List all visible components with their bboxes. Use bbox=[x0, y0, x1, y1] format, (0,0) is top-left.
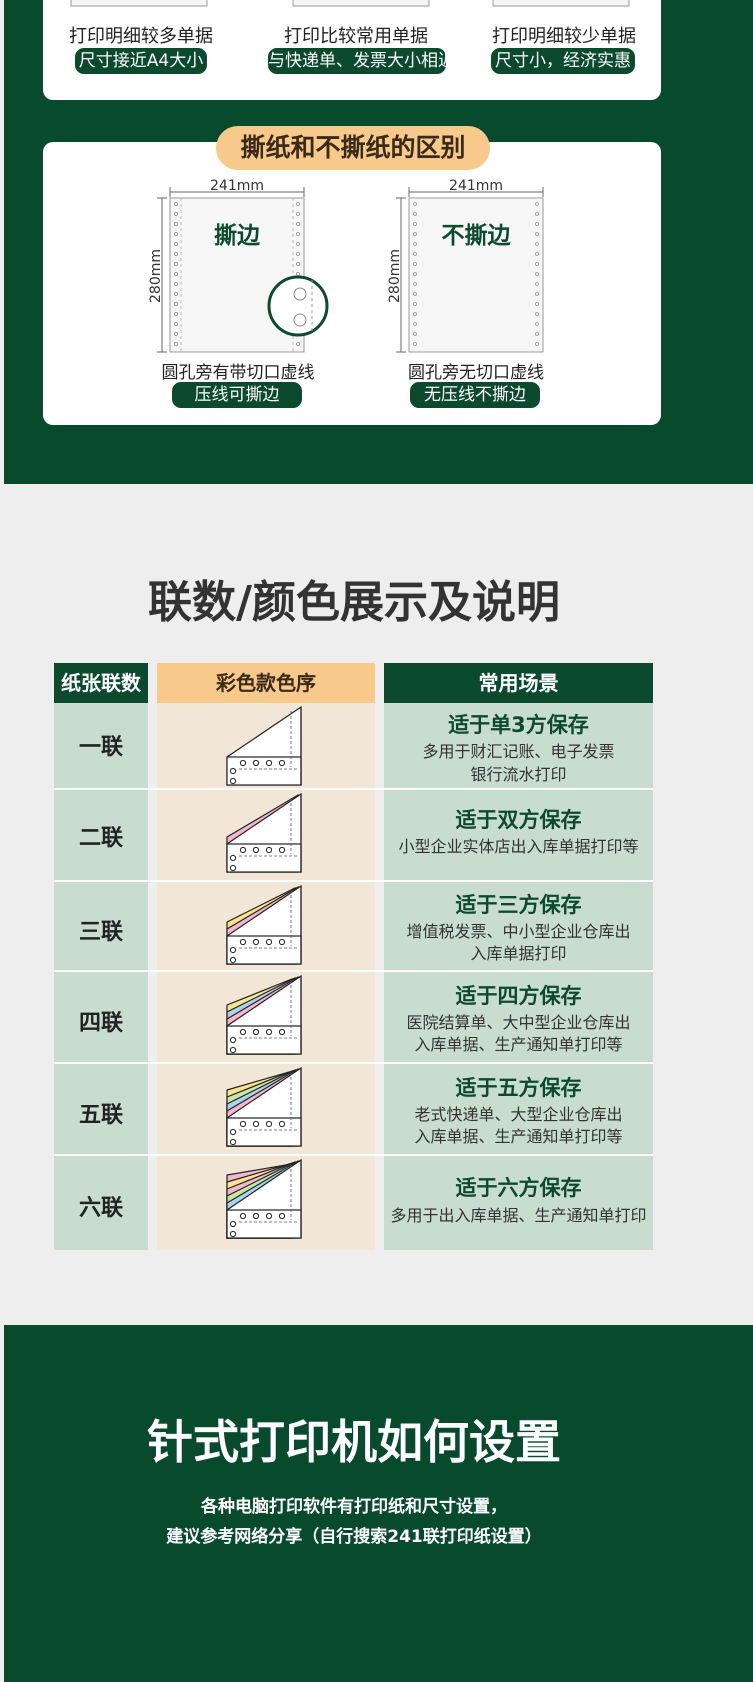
usage-desc-4a: 医院结算单、大中型企业仓库出 bbox=[406, 1013, 631, 1032]
printer-section-background bbox=[4, 1325, 753, 1682]
usage-desc-3a: 增值税发票、中小型企业仓库出 bbox=[406, 922, 631, 941]
tear-heading: 撕纸和不撕纸的区别 bbox=[216, 126, 490, 170]
usage-title-4: 适于四方保存 bbox=[455, 984, 582, 1008]
tear-comparison-card bbox=[43, 142, 661, 425]
size-item-1-title: 打印明细较多单据 bbox=[69, 26, 213, 47]
printer-section-title: 针式打印机如何设置 bbox=[147, 1415, 561, 1469]
row-divider bbox=[54, 880, 653, 882]
tear-paper-caption: 圆孔旁有带切口虚线 bbox=[161, 363, 315, 383]
printer-section-sub-2: 建议参考网络分享（自行搜索241联打印纸设置） bbox=[166, 1527, 542, 1547]
ply-icon-3 bbox=[226, 884, 302, 965]
ply-icon-2 bbox=[226, 792, 302, 873]
usage-desc-5a: 老式快递单、大型企业仓库出 bbox=[414, 1105, 623, 1124]
ply-icon-1 bbox=[226, 705, 302, 786]
usage-desc-2a: 小型企业实体店出入库单据打印等 bbox=[398, 837, 639, 856]
usage-desc-1b: 银行流水打印 bbox=[470, 765, 567, 784]
header-usage: 常用场景 bbox=[384, 663, 653, 703]
usage-desc-6a: 多用于出入库单据、生产通知单打印 bbox=[390, 1206, 647, 1225]
tear-paper-height-label: 280mm bbox=[148, 249, 164, 303]
usage-desc-3b: 入库单据打印 bbox=[470, 944, 567, 963]
ply-label-2: 二联 bbox=[78, 826, 123, 851]
usage-title-6: 适于六方保存 bbox=[455, 1176, 582, 1200]
color-column-bg bbox=[157, 703, 375, 1250]
size-item-2-title: 打印比较常用单据 bbox=[284, 26, 428, 47]
tear-paper-badge: 压线可撕边 bbox=[172, 382, 302, 408]
no-tear-paper-width-label: 241mm bbox=[449, 178, 503, 194]
paper-stubs bbox=[70, 0, 630, 7]
no-tear-paper-badge: 无压线不撕边 bbox=[410, 382, 540, 408]
ply-label-6: 六联 bbox=[78, 1196, 123, 1221]
ply-section-title: 联数/颜色展示及说明 bbox=[147, 577, 561, 628]
row-divider bbox=[54, 1062, 653, 1064]
printer-section-sub-1: 各种电脑打印软件有打印纸和尺寸设置， bbox=[201, 1497, 507, 1517]
usage-title-3: 适于三方保存 bbox=[455, 893, 582, 917]
tear-paper-inner-label: 撕边 bbox=[214, 223, 260, 249]
usage-title-1: 适于单3方保存 bbox=[448, 713, 589, 737]
usage-title-2: 适于双方保存 bbox=[455, 808, 582, 832]
ply-label-5: 五联 bbox=[78, 1103, 123, 1128]
size-item-3-title: 打印明细较少单据 bbox=[492, 26, 636, 47]
ply-label-1: 一联 bbox=[78, 735, 123, 760]
tear-paper-diagram bbox=[157, 187, 329, 353]
no-tear-paper-diagram bbox=[396, 187, 544, 353]
usage-desc-5b: 入库单据、生产通知单打印等 bbox=[414, 1127, 623, 1146]
header-ply-count: 纸张联数 bbox=[54, 663, 148, 703]
size-item-3-badge: 尺寸小，经济实惠 bbox=[491, 48, 635, 74]
size-item-1-badge: 尺寸接近A4大小 bbox=[75, 48, 207, 74]
no-tear-paper-height-label: 280mm bbox=[387, 249, 403, 303]
no-tear-paper-caption: 圆孔旁无切口虚线 bbox=[408, 363, 544, 383]
ply-label-3: 三联 bbox=[78, 920, 123, 945]
tear-paper-width-label: 241mm bbox=[210, 178, 264, 194]
header-color-order: 彩色款色序 bbox=[157, 663, 375, 703]
ply-column-bg bbox=[54, 703, 148, 1250]
size-item-2-badge: 与快递单、发票大小相近 bbox=[268, 48, 455, 74]
ply-icon-6 bbox=[226, 1158, 302, 1239]
ply-color-icons bbox=[226, 705, 302, 1239]
row-divider bbox=[54, 970, 653, 972]
usage-desc-1a: 多用于财汇记账、电子发票 bbox=[422, 742, 615, 761]
ply-icon-5 bbox=[226, 1066, 302, 1147]
usage-title-5: 适于五方保存 bbox=[455, 1076, 582, 1100]
row-divider bbox=[54, 788, 653, 790]
usage-column-bg bbox=[384, 703, 653, 1250]
usage-desc-4b: 入库单据、生产通知单打印等 bbox=[414, 1035, 623, 1054]
ply-label-4: 四联 bbox=[78, 1011, 123, 1036]
no-tear-paper-inner-label: 不撕边 bbox=[441, 223, 511, 249]
ply-icon-4 bbox=[226, 974, 302, 1055]
row-divider bbox=[54, 1154, 653, 1156]
